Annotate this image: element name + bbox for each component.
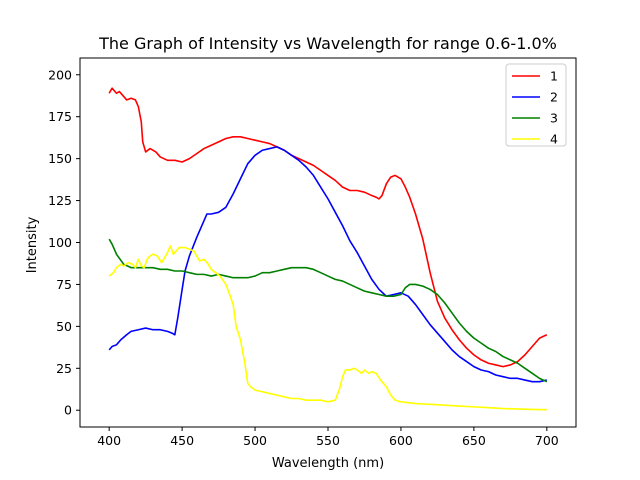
x-tick-label: 600 [389, 433, 413, 448]
legend-label: 1 [550, 69, 558, 84]
x-tick-label: 450 [170, 433, 194, 448]
y-tick-label: 75 [56, 277, 72, 292]
x-tick-label: 500 [243, 433, 267, 448]
legend-label: 3 [550, 111, 558, 126]
legend-box [505, 63, 567, 147]
legend-label: 4 [550, 132, 558, 147]
y-tick-label: 200 [48, 67, 72, 82]
x-tick-label: 550 [316, 433, 340, 448]
x-axis-label: Wavelength (nm) [272, 456, 384, 471]
x-tick-label: 650 [462, 433, 486, 448]
series-line-1 [108, 87, 548, 368]
x-tick-label: 400 [97, 433, 121, 448]
x-tick-label: 700 [535, 433, 559, 448]
y-axis-label: Intensity [25, 216, 40, 273]
y-tick-label: 150 [48, 151, 72, 166]
y-tick-label: 50 [56, 319, 72, 334]
legend-label: 2 [550, 90, 558, 105]
plot-area: 400 450 500 550 600 650 700 0 25 50 75 100 125 150 175… [48, 57, 577, 448]
y-tick-label: 125 [48, 193, 72, 208]
y-tick-label: 100 [48, 235, 72, 250]
series-line-2 [108, 146, 547, 383]
series-line-3 [108, 238, 548, 383]
y-tick-label: 0 [64, 403, 72, 418]
series-line-4 [108, 245, 547, 411]
y-tick-label: 25 [56, 361, 72, 376]
y-tick-label: 175 [48, 109, 72, 124]
chart-title: The Graph of Intensity vs Wavelength for… [98, 34, 557, 53]
